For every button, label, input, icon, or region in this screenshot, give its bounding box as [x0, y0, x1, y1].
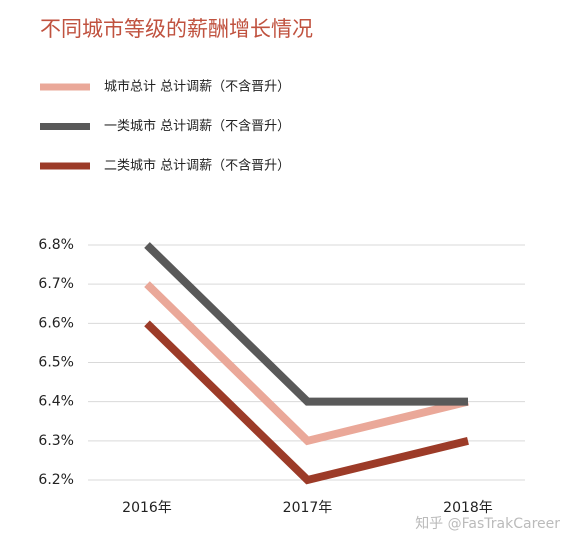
x-tick-label: 2018年	[443, 500, 493, 516]
y-tick-label: 6.7%	[38, 276, 74, 292]
y-tick-label: 6.6%	[38, 315, 74, 331]
chart-title: 不同城市等级的薪酬增长情况	[40, 17, 313, 41]
watermark: 知乎 @FasTrakCareer	[415, 515, 560, 532]
series-line	[144, 281, 469, 446]
legend-label: 二类城市 总计调薪（不含晋升）	[104, 158, 290, 174]
legend-label: 一类城市 总计调薪（不含晋升）	[104, 118, 290, 134]
x-tick-label: 2016年	[122, 500, 172, 516]
y-tick-label: 6.2%	[38, 472, 74, 488]
x-tick-label: 2017年	[283, 500, 333, 516]
legend-label: 城市总计 总计调薪（不含晋升）	[104, 79, 290, 95]
series-line	[144, 320, 469, 485]
y-tick-label: 6.3%	[38, 433, 74, 449]
series-line	[144, 242, 468, 406]
y-tick-label: 6.8%	[38, 237, 74, 253]
y-tick-label: 6.4%	[38, 394, 74, 410]
y-tick-label: 6.5%	[38, 355, 74, 371]
